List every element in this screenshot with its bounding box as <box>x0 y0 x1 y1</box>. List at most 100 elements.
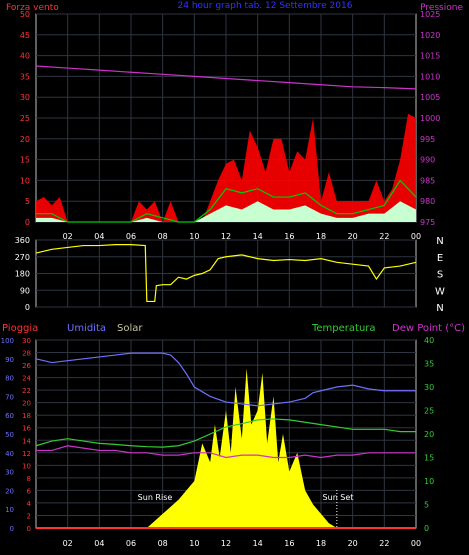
x-tick-label: 18 <box>316 232 326 241</box>
humidity-title: Umidita <box>67 323 106 334</box>
tick-label: 2 <box>27 512 31 520</box>
tick-label: 5 <box>424 501 429 510</box>
tick-label: 25 <box>424 407 434 416</box>
tick-label: 40 <box>5 450 14 458</box>
tick-label: 995 <box>420 135 435 144</box>
tick-label: 270 <box>15 253 30 262</box>
tick-label: 30 <box>22 337 31 345</box>
tick-label: 16 <box>22 425 31 433</box>
x-tick-label: 16 <box>284 232 294 241</box>
wind-minimum-series-fill <box>36 201 416 222</box>
tick-label: 10 <box>5 506 14 514</box>
tick-label: 20 <box>22 400 31 408</box>
bottom-time-axis: 02 04 06 08 10 12 14 16 18 20 22 00 <box>63 539 422 548</box>
tick-label: 8 <box>27 475 31 483</box>
tick-label: 80 <box>5 375 14 383</box>
x-tick-label: 02 <box>63 539 73 548</box>
tick-label: 40 <box>20 52 30 61</box>
tick-label: 25 <box>20 114 30 123</box>
x-tick-label: 20 <box>348 539 358 548</box>
tick-label: 70 <box>5 393 14 401</box>
tick-label: 6 <box>27 487 32 495</box>
dewpoint-series <box>36 445 416 459</box>
wind-speed-axis: 0 5 10 15 20 25 30 35 40 45 50 <box>20 10 30 227</box>
tick-label: 0 <box>27 525 31 533</box>
sunset-label: Sun Set <box>323 493 354 502</box>
x-tick-label: 14 <box>253 539 263 548</box>
tick-label: 30 <box>20 93 30 102</box>
tick-label: 26 <box>22 362 31 370</box>
x-tick-label: 06 <box>126 539 136 548</box>
compass-letter: S <box>437 270 443 281</box>
tick-label: 4 <box>27 500 32 508</box>
tick-label: 1010 <box>420 72 440 81</box>
x-tick-label: 12 <box>221 232 231 241</box>
compass-letter: E <box>437 253 443 264</box>
solar-series <box>146 368 337 528</box>
x-tick-label: 06 <box>126 232 136 241</box>
x-tick-label: 10 <box>189 539 199 548</box>
tick-label: 50 <box>20 10 30 19</box>
sunrise-label: Sun Rise <box>138 493 173 502</box>
tick-label: 1005 <box>420 93 440 102</box>
pressure-title: Pressione <box>420 3 463 13</box>
tick-label: 30 <box>424 383 434 392</box>
compass-letter: N <box>436 236 443 247</box>
x-tick-label: 18 <box>316 539 326 548</box>
x-tick-label: 08 <box>158 539 168 548</box>
tick-label: 15 <box>20 156 30 165</box>
temperature-title: Temperatura <box>311 323 376 334</box>
tick-label: 50 <box>5 431 14 439</box>
x-tick-label: 16 <box>284 539 294 548</box>
tick-label: 985 <box>420 176 435 185</box>
tick-label: 980 <box>420 197 435 206</box>
tick-label: 20 <box>20 135 30 144</box>
tick-label: 0 <box>424 524 429 533</box>
wind-speed-title: Forza vento <box>6 3 59 13</box>
x-tick-label: 22 <box>379 539 389 548</box>
x-tick-label: 00 <box>411 539 421 548</box>
tick-label: 18 <box>22 412 31 420</box>
tick-label: 35 <box>20 72 30 81</box>
tick-label: 1025 <box>420 10 440 19</box>
tick-label: 30 <box>5 469 14 477</box>
top-time-axis: 02 04 06 08 10 12 14 16 18 20 22 00 <box>63 232 422 241</box>
x-tick-label: 08 <box>158 232 168 241</box>
tick-label: 22 <box>22 387 31 395</box>
x-tick-label: 22 <box>379 232 389 241</box>
humidity-series <box>35 352 416 407</box>
rain-axis: 0 10 20 30 40 50 60 70 80 90 100 <box>1 337 14 533</box>
temperature-axis: 0 5 10 15 20 25 30 35 40 <box>424 336 434 533</box>
tick-label: 1015 <box>420 52 440 61</box>
tick-label: 90 <box>5 356 14 364</box>
tick-label: 10 <box>424 477 434 486</box>
tick-label: 1020 <box>420 31 440 40</box>
tick-label: 0 <box>25 218 30 227</box>
temperature-series <box>35 418 416 448</box>
pressure-series <box>35 65 417 90</box>
tick-label: 15 <box>424 454 434 463</box>
tick-label: 360 <box>15 236 30 245</box>
x-tick-label: 04 <box>94 539 104 548</box>
tick-label: 40 <box>424 336 434 345</box>
x-tick-label: 12 <box>221 539 231 548</box>
solar-title: Solar <box>117 323 143 334</box>
rain-title: Pioggia <box>2 323 38 334</box>
wind-gust-series-fill <box>36 113 416 222</box>
tick-label: 14 <box>22 437 31 445</box>
dewpoint-title: Dew Point (°C) <box>392 323 465 334</box>
tick-label: 100 <box>1 337 14 345</box>
compass-letter: N <box>436 303 443 314</box>
tick-label: 60 <box>5 412 14 420</box>
tick-label: 975 <box>420 218 435 227</box>
tick-label: 10 <box>22 462 31 470</box>
middle-panel-series <box>35 244 417 303</box>
tick-label: 990 <box>420 156 435 165</box>
tick-label: 180 <box>15 270 30 279</box>
x-tick-label: 14 <box>253 232 263 241</box>
